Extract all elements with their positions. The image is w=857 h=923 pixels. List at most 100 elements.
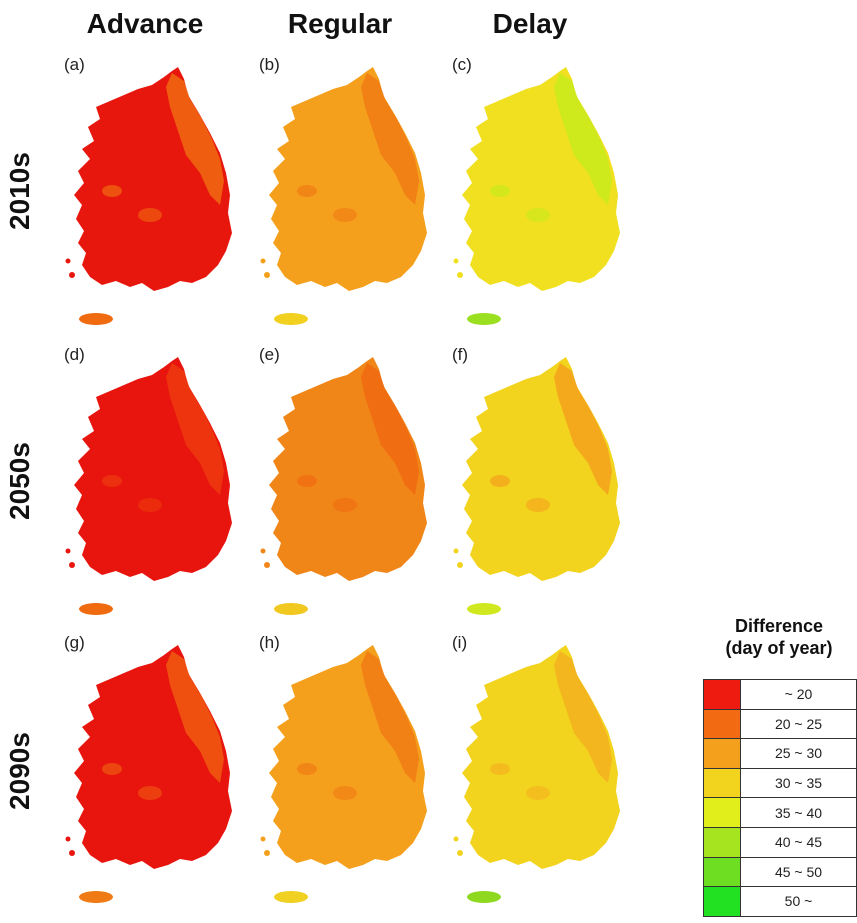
legend-swatch [704,798,741,827]
row-title-2050s: 2050s [4,442,35,520]
island [65,548,71,554]
map-panel: (g) [60,633,250,923]
western-patch [102,185,122,197]
column-title-delay: Delay [492,8,568,39]
island [65,258,71,264]
island [457,850,463,856]
korea-map [453,67,620,325]
central-patch [526,208,550,222]
legend-swatch [704,827,741,857]
island [453,258,459,264]
western-patch [297,475,317,487]
korea-map [453,357,620,615]
legend-label: 40 ~ 45 [774,834,823,851]
legend-label: 30 ~ 35 [774,775,823,792]
legend: Difference (day of year) ~ 20 20 ~ 25 25 ~… [703,615,857,917]
legend-item: 20 ~ 25 [704,709,856,740]
eastern-region [361,651,419,783]
island [65,836,71,842]
korea-map [260,357,427,615]
korea-map [453,645,620,903]
island [260,548,266,554]
jeju-island [79,313,113,325]
panel-label: (i) [452,633,468,652]
legend-item: 45 ~ 50 [704,857,856,888]
legend-label: 20 ~ 25 [774,715,823,732]
legend-label: 50 ~ [784,893,813,910]
legend-title-line2: (day of year) [725,638,833,658]
jeju-island [467,313,501,325]
map-panel: (b) [255,55,445,345]
eastern-region [554,363,612,495]
western-patch [297,763,317,775]
island [264,850,270,856]
jeju-island [467,891,501,903]
panel-label: (b) [259,55,280,74]
western-patch [102,475,122,487]
map-panel: (h) [255,633,445,923]
jeju-island [467,603,501,615]
western-patch [490,185,510,197]
eastern-region [361,363,419,495]
central-patch [526,786,550,800]
map-panel: (a) [60,55,250,345]
island [260,258,266,264]
eastern-region [166,651,224,783]
eastern-region [166,73,224,205]
central-patch [138,498,162,512]
map-panel: (d) [60,345,250,635]
panel-label: (g) [64,633,85,652]
column-title-advance: Advance [86,8,204,39]
legend-title: Difference (day of year) [703,615,855,659]
western-patch [102,763,122,775]
island [457,562,463,568]
eastern-region [554,73,612,205]
legend-label: ~ 20 [784,686,813,703]
panel-label: (h) [259,633,280,652]
panel-label: (f) [452,345,469,364]
island [453,548,459,554]
panel-label: (a) [64,55,85,74]
korea-map [65,357,232,615]
korea-map [260,645,427,903]
island [453,836,459,842]
legend-item: 40 ~ 45 [704,827,856,858]
western-patch [490,475,510,487]
jeju-island [79,603,113,615]
korea-map [65,67,232,325]
island [69,562,75,568]
legend-swatch [704,739,741,768]
eastern-region [554,651,612,783]
legend-label: 25 ~ 30 [774,745,823,762]
legend-swatch [704,887,741,916]
korea-map [260,67,427,325]
legend-swatch [704,709,741,739]
island [69,272,75,278]
legend-swatch [704,857,741,887]
row-title-2010s: 2010s [4,152,35,230]
map-panel: (c) [448,55,638,345]
legend-item: ~ 20 [704,680,856,710]
legend-label: 35 ~ 40 [774,804,823,821]
legend-item: 35 ~ 40 [704,798,856,828]
central-patch [138,208,162,222]
row-title-2090s: 2090s [4,732,35,810]
legend-swatch [704,768,741,798]
eastern-region [361,73,419,205]
legend-item: 30 ~ 35 [704,768,856,799]
column-title-regular: Regular [287,8,393,39]
panel-label: (c) [452,55,472,74]
legend-table: ~ 20 20 ~ 25 25 ~ 30 30 ~ 35 35 ~ 40 40 ~ 45 4… [703,679,857,917]
central-patch [526,498,550,512]
legend-label: 45 ~ 50 [774,863,823,880]
legend-title-line1: Difference [734,616,824,636]
korea-map [65,645,232,903]
island [260,836,266,842]
island [264,272,270,278]
legend-swatch [704,680,741,709]
map-panel: (e) [255,345,445,635]
central-patch [333,208,357,222]
central-patch [333,498,357,512]
eastern-region [166,363,224,495]
map-panel: (f) [448,345,638,635]
